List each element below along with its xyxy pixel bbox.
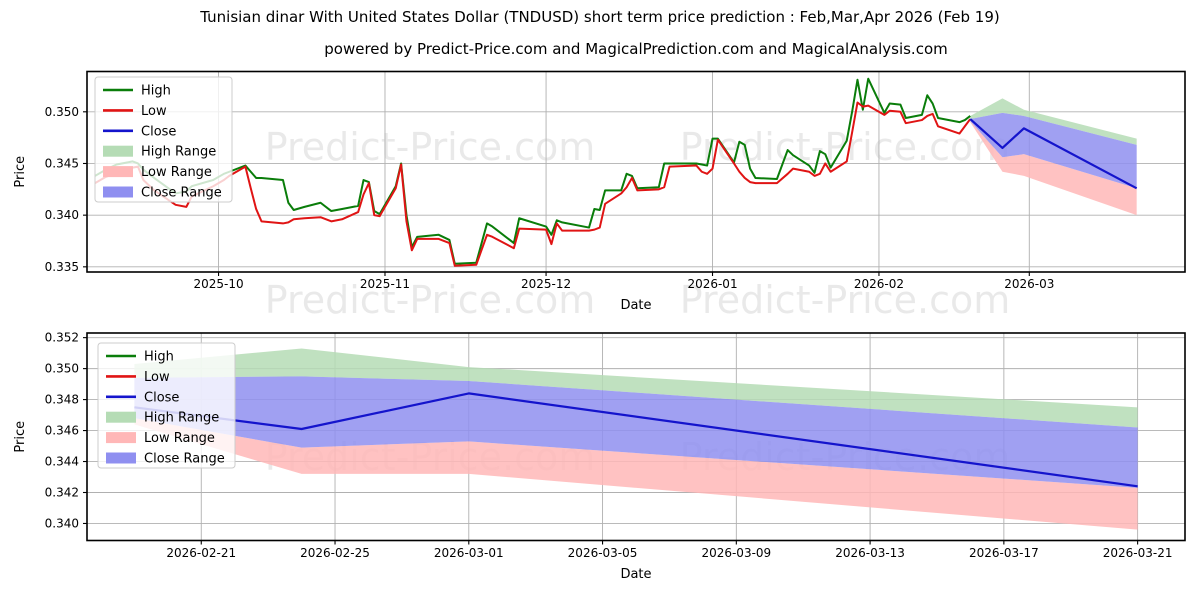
y-tick-label: 0.342 bbox=[45, 485, 79, 499]
legend-label: High bbox=[144, 350, 174, 365]
legend-label: Low bbox=[144, 370, 170, 385]
y-tick-label: 0.335 bbox=[45, 260, 79, 274]
legend-label: Close Range bbox=[141, 186, 222, 201]
legend-swatch-high-range bbox=[106, 411, 136, 423]
watermark-text: Predict-Price.com bbox=[265, 125, 596, 169]
y-tick-label: 0.340 bbox=[45, 208, 79, 222]
tick-marks bbox=[83, 111, 1030, 276]
x-tick-label: 2026-02-25 bbox=[300, 546, 370, 560]
y-axis-label: Price bbox=[13, 156, 28, 188]
legend-label: Low Range bbox=[144, 431, 215, 446]
legend-swatch-high-range bbox=[103, 145, 133, 157]
y-tick-label: 0.348 bbox=[45, 393, 79, 407]
legend-swatch-low-range bbox=[106, 432, 136, 444]
legend-label: Close bbox=[141, 124, 176, 139]
x-tick-label: 2025-10 bbox=[193, 277, 243, 291]
legend-label: High bbox=[141, 84, 171, 99]
low-range-band bbox=[134, 418, 1138, 530]
chart-title: Tunisian dinar With United States Dollar… bbox=[200, 8, 1000, 26]
chart-subtitle: powered by Predict-Price.com and Magical… bbox=[324, 40, 948, 58]
high-line bbox=[94, 77, 971, 265]
x-axis-label: Date bbox=[620, 298, 651, 313]
close-range-band bbox=[134, 376, 1138, 488]
high-range-band bbox=[134, 348, 1138, 428]
x-tick-label: 2026-03-05 bbox=[568, 546, 638, 560]
x-tick-label: 2026-03-09 bbox=[701, 546, 771, 560]
legend-label: Low bbox=[141, 104, 167, 119]
legend-label: Low Range bbox=[141, 165, 212, 180]
legend-label: Close bbox=[144, 390, 179, 405]
legend-label: High Range bbox=[144, 411, 219, 426]
tick-marks bbox=[83, 337, 1139, 545]
y-tick-label: 0.344 bbox=[45, 455, 79, 469]
watermark-text: Predict-Price.com bbox=[265, 278, 596, 322]
x-axis-label: Date bbox=[620, 567, 651, 582]
legend-swatch-close-range bbox=[106, 452, 136, 464]
watermark-text: Predict-Price.com bbox=[680, 278, 1011, 322]
x-tick-label: 2026-03-17 bbox=[969, 546, 1039, 560]
x-tick-label: 2026-03-13 bbox=[835, 546, 905, 560]
legend-label: High Range bbox=[141, 145, 216, 160]
y-axis-label: Price bbox=[13, 421, 28, 453]
y-tick-label: 0.352 bbox=[45, 331, 79, 345]
y-tick-label: 0.350 bbox=[45, 105, 79, 119]
plot-border bbox=[86, 70, 1186, 273]
chart-forecast-detail: Predict-Price.comPredict-Price.comHighLo… bbox=[13, 331, 1186, 582]
x-tick-label: 2025-11 bbox=[360, 277, 410, 291]
y-tick-label: 0.340 bbox=[45, 516, 79, 530]
x-tick-label: 2026-02 bbox=[854, 277, 904, 291]
low-range-band bbox=[970, 121, 1137, 216]
x-tick-label: 2026-03 bbox=[1004, 277, 1054, 291]
close-forecast-line bbox=[969, 118, 1138, 190]
x-tick-label: 2026-01 bbox=[687, 277, 737, 291]
low-line bbox=[94, 101, 972, 267]
legend-swatch-low-range bbox=[103, 166, 133, 178]
legend: High Low Close High Range Low Range Close Ran… bbox=[94, 76, 233, 203]
x-tick-label: 2026-02-21 bbox=[166, 546, 236, 560]
close-range-band bbox=[970, 112, 1137, 189]
y-tick-label: 0.345 bbox=[45, 156, 79, 170]
chart-history-with-forecast: Predict-Price.com Predict-Price.com Predic… bbox=[13, 70, 1186, 322]
y-tick-label: 0.346 bbox=[45, 424, 79, 438]
x-tick-label: 2025-12 bbox=[521, 277, 571, 291]
high-range-band bbox=[970, 98, 1137, 145]
x-tick-label: 2026-03-01 bbox=[434, 546, 504, 560]
x-tick-label: 2026-03-21 bbox=[1103, 546, 1173, 560]
y-tick-label: 0.350 bbox=[45, 362, 79, 376]
legend-label: Close Range bbox=[144, 452, 225, 467]
plot-border bbox=[86, 332, 1186, 542]
legend-swatch-close-range bbox=[103, 186, 133, 198]
legend: High Low Close High Range Low Range Close Ran… bbox=[97, 342, 236, 469]
